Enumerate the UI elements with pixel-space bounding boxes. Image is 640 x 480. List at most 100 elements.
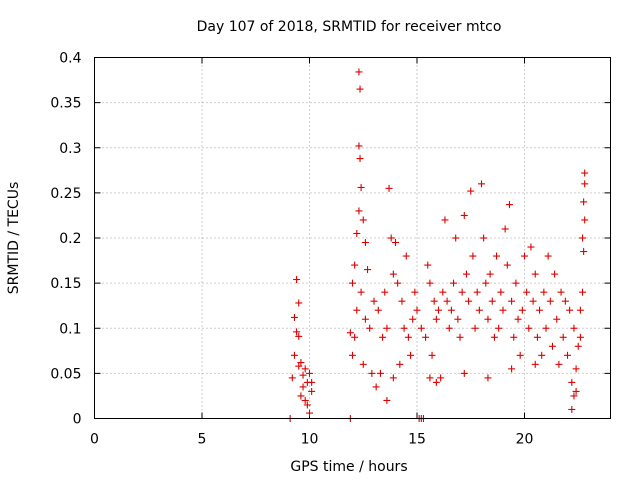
data-point [548, 342, 556, 350]
data-point [465, 297, 473, 305]
data-point [426, 374, 434, 382]
data-point [478, 180, 485, 188]
plot-frame [94, 57, 611, 419]
y-tick-label: 0.2 [59, 231, 81, 247]
data-point [308, 387, 316, 395]
data-point [499, 306, 507, 314]
data-point [426, 279, 434, 287]
data-point [581, 169, 589, 177]
data-point [516, 351, 524, 359]
y-tick-label: 0.05 [50, 366, 81, 382]
data-point [306, 409, 313, 417]
chart-title: Day 107 of 2018, SRMTID for receiver mtc… [197, 19, 502, 35]
data-point [295, 362, 303, 370]
data-point [581, 180, 589, 188]
data-point [379, 333, 387, 341]
data-point [564, 351, 571, 359]
data-point [544, 252, 552, 260]
data-point [505, 201, 513, 209]
data-point [538, 351, 546, 359]
data-point [580, 198, 588, 206]
data-point [527, 243, 535, 251]
data-point [376, 369, 384, 377]
data-point [400, 324, 408, 332]
data-point [576, 306, 584, 314]
data-point [432, 378, 440, 386]
data-point [437, 374, 445, 382]
points-layer [286, 68, 589, 422]
data-point [488, 297, 496, 305]
y-tick-label: 0.4 [59, 51, 81, 67]
data-point [441, 216, 449, 224]
data-point [531, 270, 539, 278]
data-point [521, 252, 528, 260]
data-point [568, 405, 576, 413]
data-point [551, 270, 559, 278]
data-point [482, 279, 490, 287]
data-point [503, 261, 511, 269]
data-point [484, 315, 492, 323]
data-point [579, 288, 587, 296]
data-point [428, 351, 436, 359]
data-point [570, 392, 578, 400]
data-point [484, 374, 492, 382]
data-point [366, 324, 374, 332]
data-point [531, 360, 539, 368]
data-point [413, 306, 421, 314]
data-point [346, 329, 354, 337]
data-point [389, 270, 397, 278]
data-point [383, 324, 391, 332]
data-point [355, 142, 363, 150]
tick-layer: 0 0.05 0.1 0.15 0.2 0.25 0.3 0.35 0.4 0 5 10 15 20 [50, 51, 611, 448]
data-point [557, 288, 565, 296]
data-point [385, 184, 393, 192]
data-point [480, 234, 488, 242]
data-point [546, 297, 554, 305]
data-point [288, 374, 296, 382]
data-point [364, 266, 372, 274]
x-tick-label: 15 [408, 432, 426, 448]
data-point [349, 279, 356, 287]
data-point [443, 297, 451, 305]
data-point [359, 360, 367, 368]
data-point [469, 252, 477, 260]
data-point [471, 324, 479, 332]
data-point [430, 297, 438, 305]
data-point [351, 333, 359, 341]
data-point [357, 183, 365, 191]
data-point [581, 216, 589, 224]
data-point [361, 315, 369, 323]
grid-layer [94, 57, 611, 419]
data-point [357, 288, 365, 296]
data-point [456, 333, 464, 341]
data-point [411, 288, 419, 296]
data-point [473, 288, 481, 296]
data-point [467, 187, 475, 195]
y-tick-label: 0.25 [50, 186, 81, 202]
data-point [458, 288, 466, 296]
data-point [493, 252, 501, 260]
y-tick-label: 0 [73, 412, 82, 428]
data-point [387, 234, 395, 242]
data-point [402, 252, 410, 260]
data-point [306, 369, 313, 377]
data-point [533, 333, 541, 341]
data-point [452, 234, 460, 242]
data-point [574, 342, 582, 350]
data-point [404, 333, 412, 341]
data-point [308, 378, 316, 386]
data-point [351, 261, 359, 269]
data-point [290, 351, 298, 359]
data-point [580, 248, 588, 256]
data-point [424, 261, 432, 269]
data-point [368, 369, 376, 377]
data-point [353, 306, 361, 314]
data-point [432, 315, 440, 323]
data-point [512, 279, 520, 287]
data-point [409, 315, 417, 323]
data-point [290, 313, 298, 321]
data-point [572, 387, 580, 395]
data-point [536, 306, 544, 314]
data-point [497, 288, 505, 296]
data-point [542, 324, 550, 332]
